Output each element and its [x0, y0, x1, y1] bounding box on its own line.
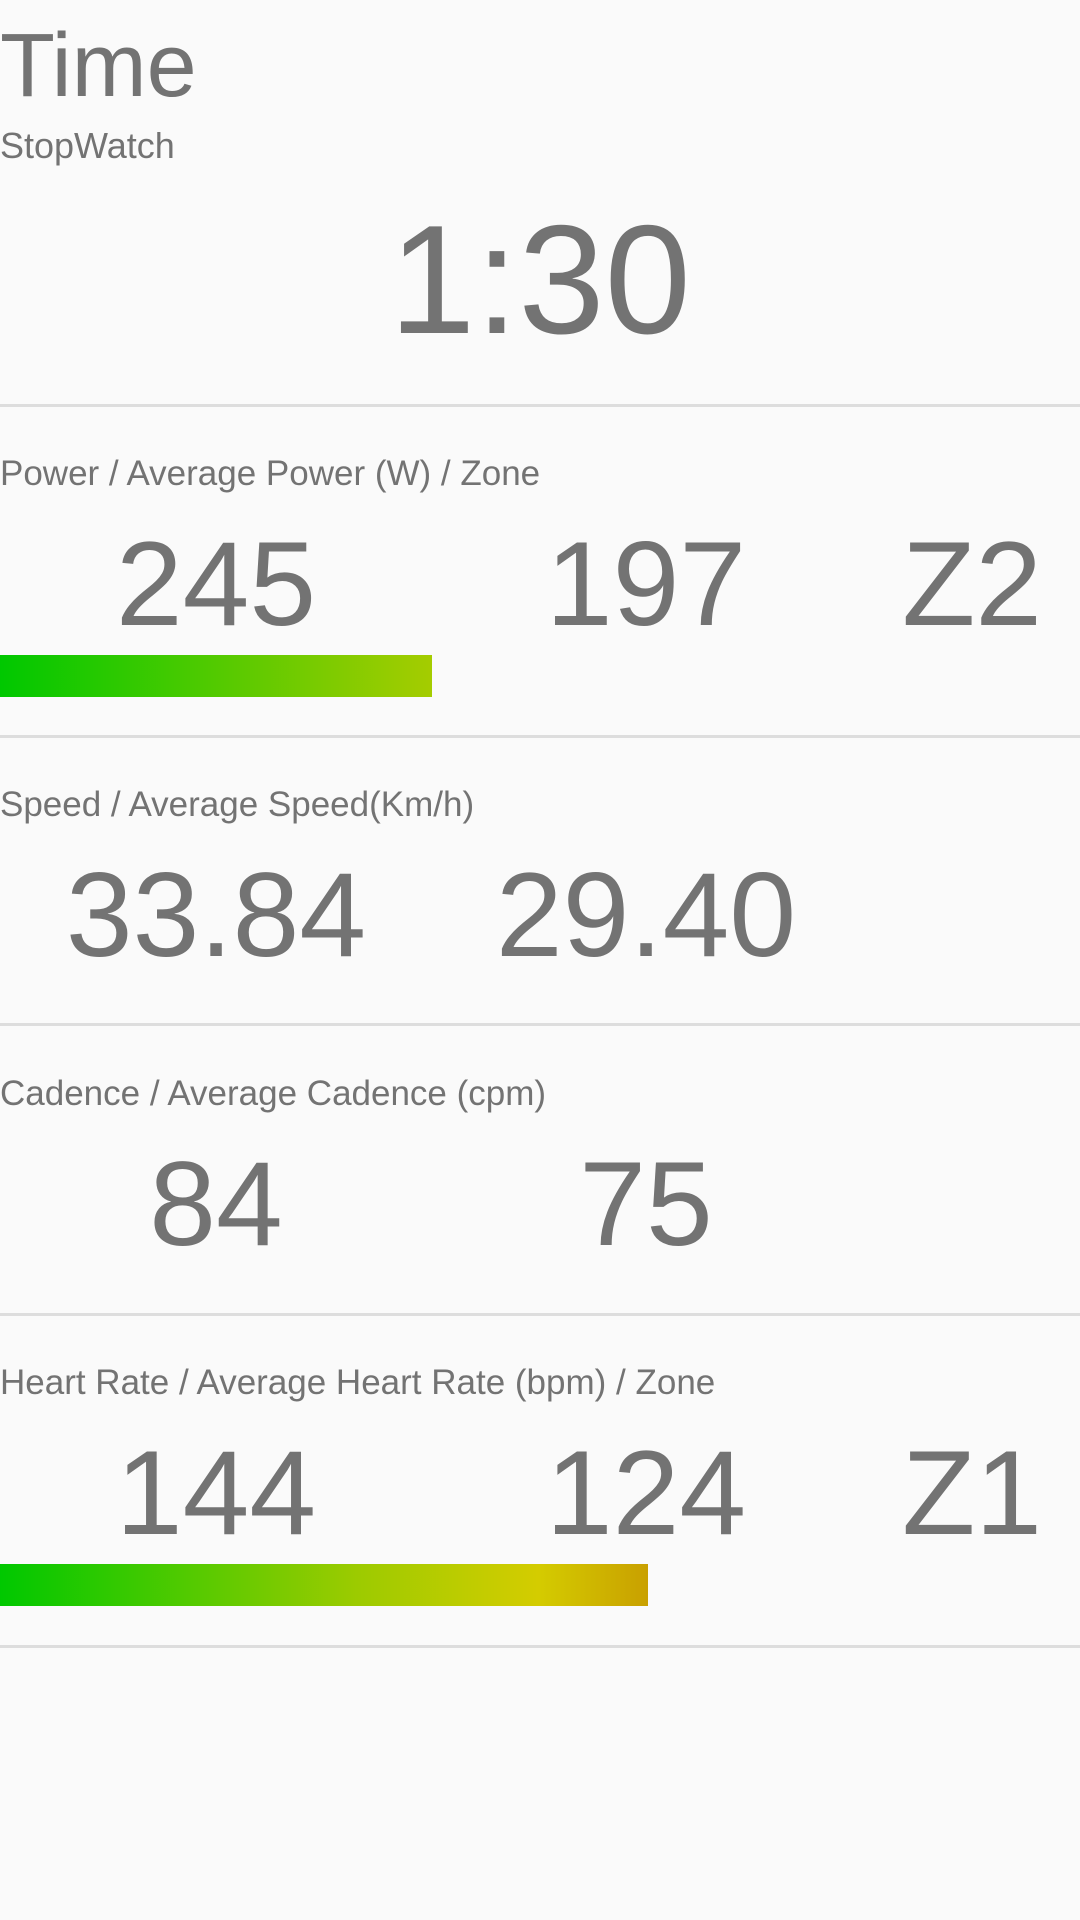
average-heart-rate-value: 124 [545, 1426, 747, 1560]
average-cadence-value: 75 [579, 1137, 713, 1271]
heart-rate-section-label: Heart Rate / Average Heart Rate (bpm) / … [0, 1363, 716, 1402]
power-section-label: Power / Average Power (W) / Zone [0, 454, 541, 493]
speed-value: 33.84 [65, 848, 367, 982]
divider [0, 1023, 1080, 1026]
cadence-section-label: Cadence / Average Cadence (cpm) [0, 1074, 547, 1113]
heart-rate-zone-value: Z1 [901, 1426, 1043, 1560]
page-subtitle: StopWatch [0, 125, 175, 166]
heart-rate-zone-bar [0, 1564, 648, 1606]
average-power-value: 197 [545, 517, 747, 651]
cadence-value: 84 [149, 1137, 283, 1271]
divider [0, 735, 1080, 738]
stopwatch-value: 1:30 [389, 193, 691, 366]
power-zone-value: Z2 [901, 517, 1043, 651]
speed-section-label: Speed / Average Speed(Km/h) [0, 785, 475, 824]
divider [0, 1645, 1080, 1648]
power-value: 245 [115, 517, 317, 651]
divider [0, 1313, 1080, 1316]
page-title: Time [0, 16, 197, 116]
average-speed-value: 29.40 [495, 848, 797, 982]
heart-rate-value: 144 [115, 1426, 317, 1560]
divider [0, 404, 1080, 407]
power-zone-bar [0, 655, 432, 697]
